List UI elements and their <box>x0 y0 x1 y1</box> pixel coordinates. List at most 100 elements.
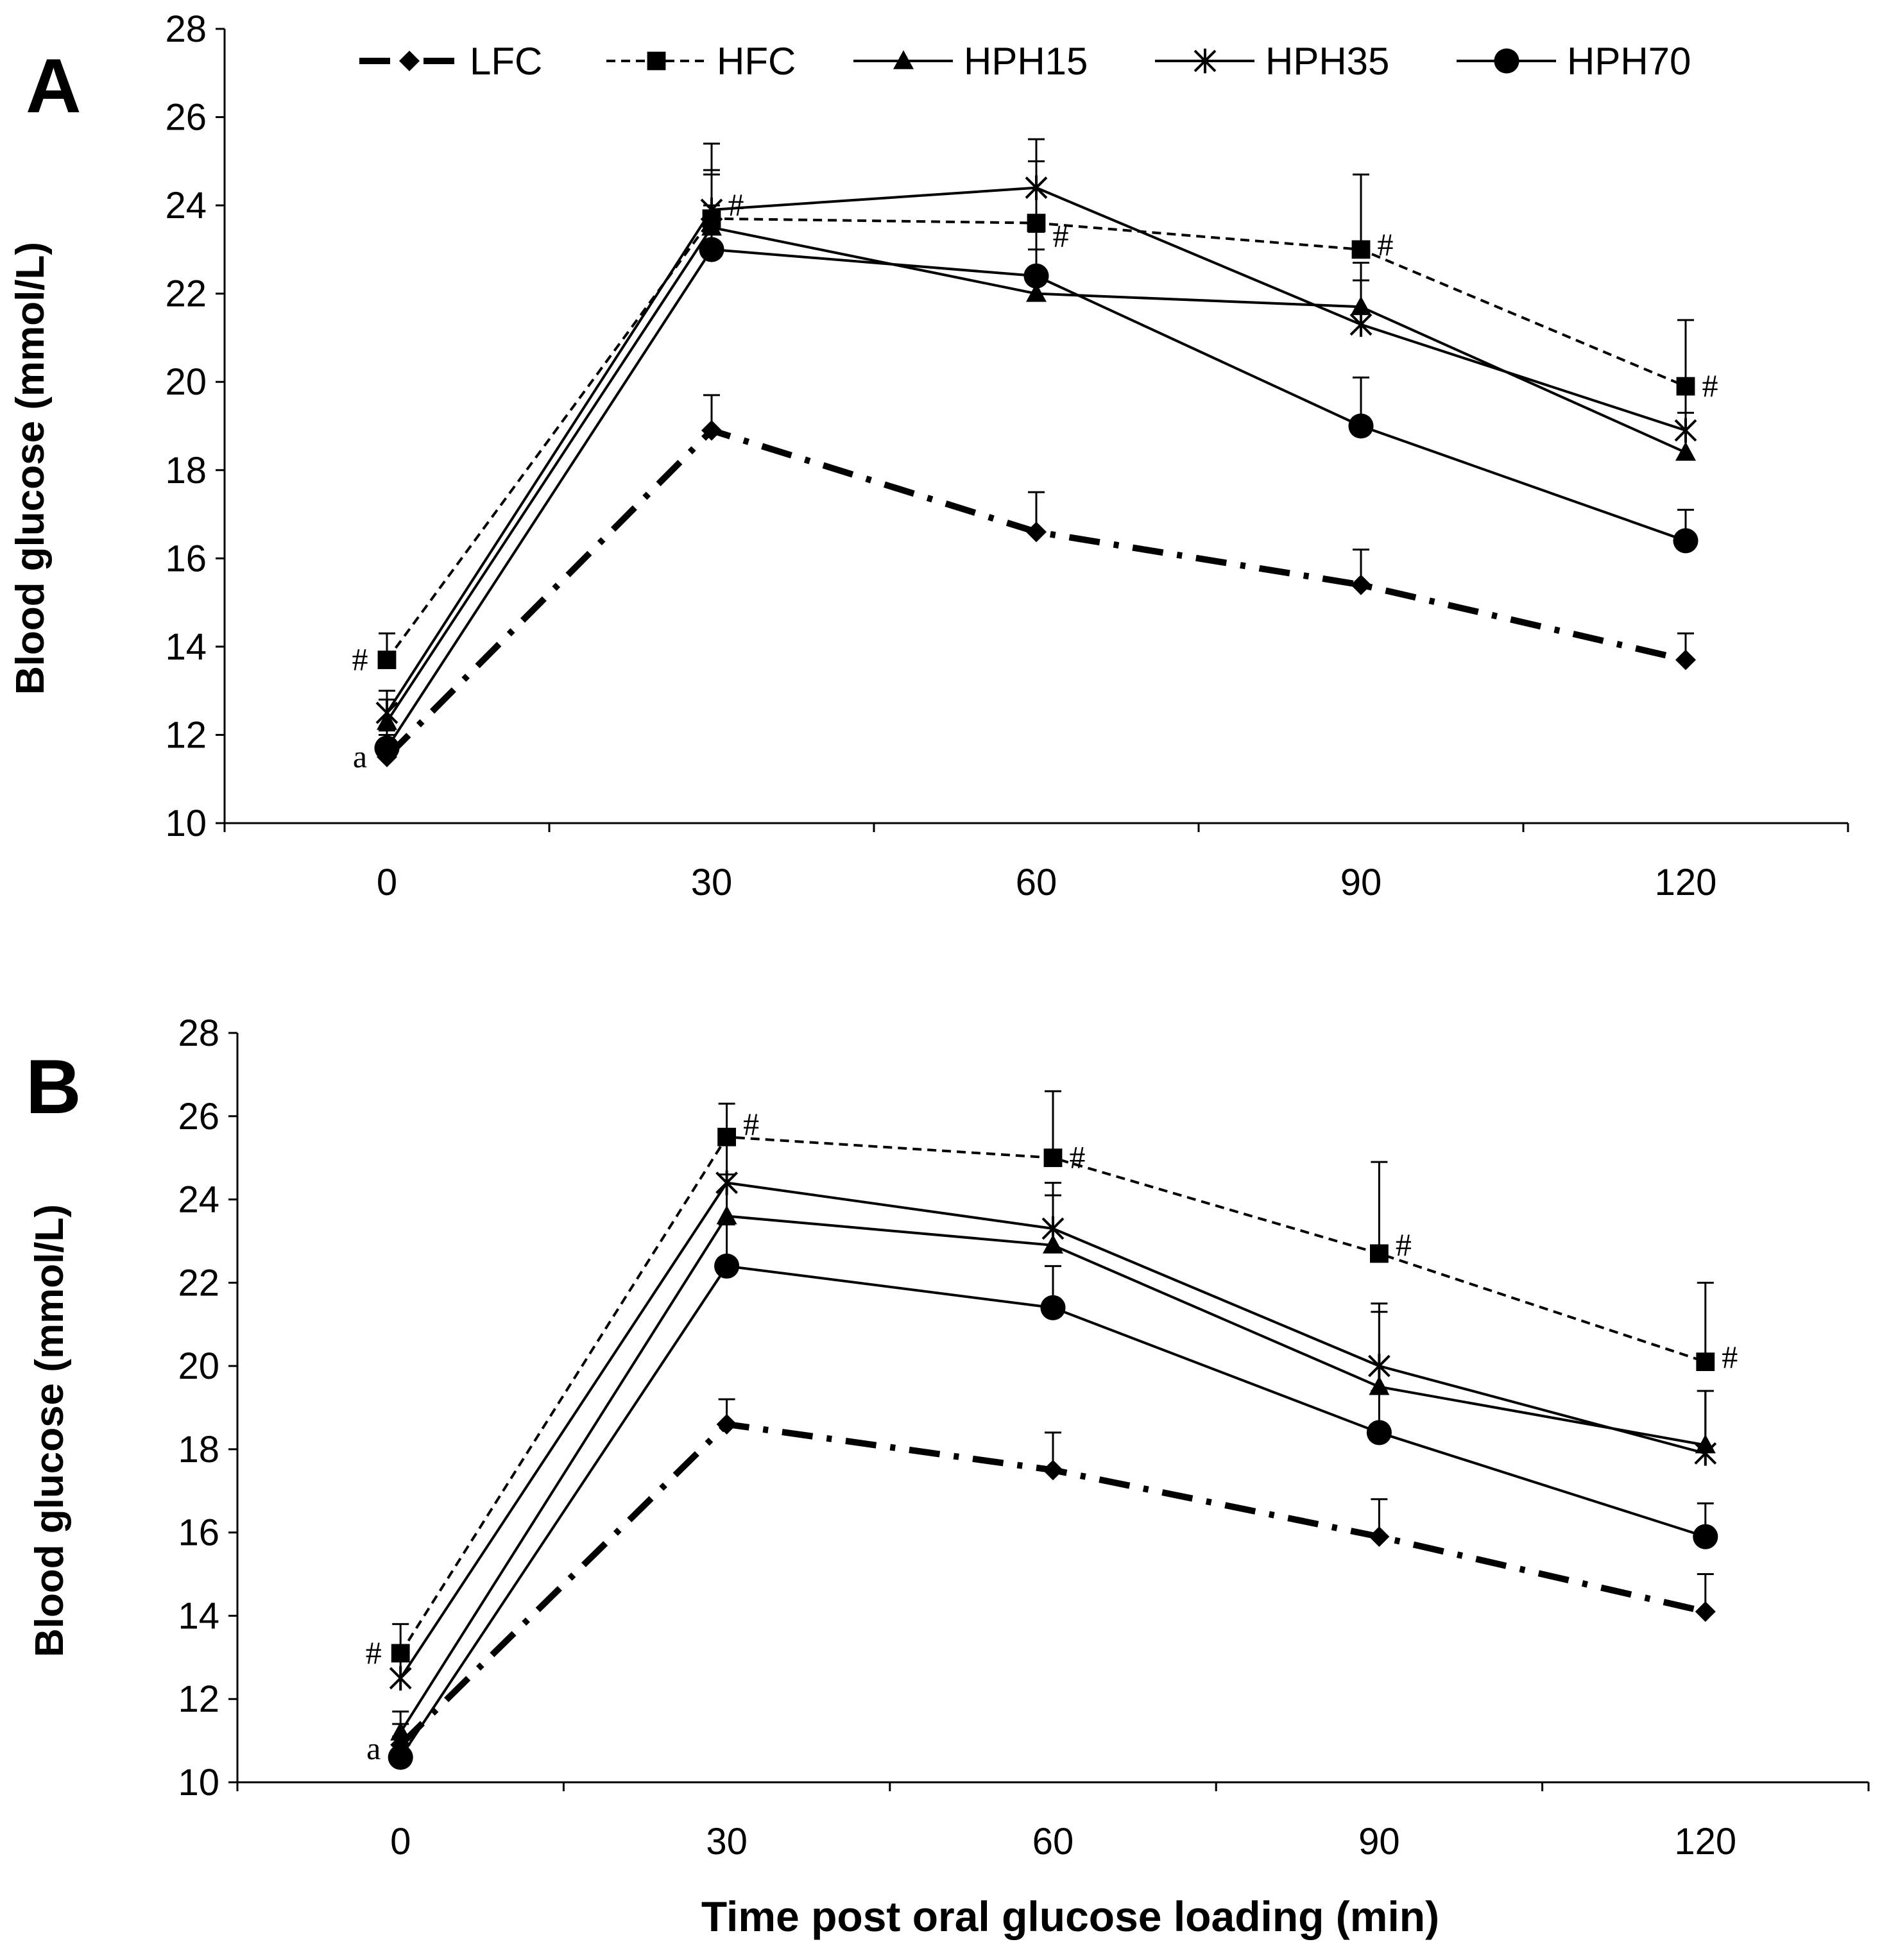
panel-a-x-tick-label: 60 <box>1016 862 1057 903</box>
panel-b-x-tick-label: 90 <box>1358 1821 1400 1862</box>
panel-a-y-tick-label: 12 <box>165 714 207 756</box>
panel-a-letter-mark: a <box>353 738 367 774</box>
panel-b-series-hph70 <box>388 1223 1718 1770</box>
panel-b-point-hph15 <box>716 1205 737 1225</box>
legend-label-hph15: HPH15 <box>964 40 1088 83</box>
panel-b-point-hfc <box>1043 1148 1063 1168</box>
panel-b-point-hfc <box>1696 1352 1715 1372</box>
panel-a-point-hfc <box>1027 214 1046 233</box>
panel-a-point-hph15 <box>1675 441 1696 461</box>
panel-b-significance-mark: # <box>1070 1139 1086 1175</box>
panel-a-point-hfc <box>1351 240 1371 259</box>
legend-entry-hfc: HFC <box>606 40 796 83</box>
legend-entry-hph15: HPH15 <box>853 40 1088 83</box>
x-axis-label: Time post oral glucose loading (min) <box>701 1893 1439 1940</box>
panel-a-y-tick-label: 24 <box>165 185 207 226</box>
panel-b-point-hph70 <box>388 1744 413 1770</box>
panel-a-significance-mark: # <box>1053 217 1069 253</box>
panel-b-line-hph35 <box>399 1181 1706 1679</box>
panel-b-x-tick-label: 60 <box>1032 1821 1074 1862</box>
panel-a-y-tick-label: 28 <box>165 8 207 50</box>
panel-b-point-lfc <box>1043 1460 1063 1481</box>
panel-b-y-tick-label: 10 <box>178 1762 219 1803</box>
legend-entry-hph35: HPH35 <box>1155 40 1389 83</box>
panel-a-y-tick-label: 16 <box>165 538 207 579</box>
panel-a-y-tick-label: 18 <box>165 450 207 491</box>
panel-a: A Blood glucose (mmol/L) LFC HFC HPH15 HPH3… <box>8 8 1849 903</box>
panel-b-significance-mark: # <box>743 1106 759 1142</box>
panel-b-y-tick-label: 24 <box>178 1179 219 1221</box>
panel-b-y-tick-label: 16 <box>178 1512 219 1554</box>
panel-b-point-hph15 <box>1043 1234 1063 1254</box>
panel-a-point-hph70 <box>1023 263 1049 289</box>
panel-b-significance-mark: # <box>366 1635 382 1671</box>
panel-a-point-hph70 <box>1673 528 1698 554</box>
panel-a-significance-mark: # <box>728 187 744 223</box>
panel-a-point-lfc <box>1351 574 1371 595</box>
panel-b: B Blood glucose (mmol/L) Time post oral … <box>26 1012 1870 1940</box>
panel-a-point-hfc <box>377 651 397 669</box>
panel-b-y-tick-label: 12 <box>178 1678 219 1720</box>
panel-a-significance-mark: # <box>1702 368 1718 404</box>
panel-a-point-hph35 <box>1349 312 1373 337</box>
legend-marker-hfc <box>647 51 666 71</box>
panel-a-series-hph70 <box>374 204 1698 761</box>
panel-a-point-hph70 <box>699 237 724 262</box>
panel-b-point-hph35 <box>1041 1216 1065 1241</box>
legend-label-hfc: HFC <box>717 40 796 83</box>
panel-a-point-lfc <box>701 420 722 441</box>
panel-a-x-tick-label: 90 <box>1340 862 1382 903</box>
panel-b-x-tick-label: 30 <box>706 1821 748 1862</box>
panel-a-point-hph35 <box>1025 175 1048 200</box>
panel-b-point-hph70 <box>1040 1295 1066 1320</box>
panel-a-x-tick-label: 0 <box>377 862 397 903</box>
panel-a-point-hph15 <box>1026 282 1047 302</box>
panel-b-x-tick-label: 120 <box>1674 1821 1736 1862</box>
panel-b-point-hph35 <box>1694 1441 1717 1466</box>
panel-b-point-hfc <box>1370 1244 1389 1263</box>
panel-b-y-tick-label: 28 <box>178 1012 219 1054</box>
panel-a-series-lfc <box>377 394 1696 767</box>
legend-entry-hph70: HPH70 <box>1457 40 1691 83</box>
panel-a-x-tick-label: 120 <box>1655 862 1717 903</box>
panel-b-y-tick-label: 22 <box>178 1262 219 1304</box>
panel-a-y-tick-label: 20 <box>165 361 207 403</box>
legend-label-lfc: LFC <box>470 40 542 83</box>
legend-label-hph35: HPH35 <box>1265 40 1389 83</box>
panel-b-point-hph70 <box>1693 1524 1718 1549</box>
panel-b-point-hph70 <box>1366 1420 1392 1445</box>
legend-marker-hph70 <box>1494 48 1519 74</box>
panel-b-x-tick-label: 0 <box>390 1821 411 1862</box>
panel-a-y-tick-label: 26 <box>165 97 207 139</box>
panel-a-point-hph35 <box>1674 418 1697 443</box>
panel-a-point-hph70 <box>374 735 400 761</box>
legend: LFC HFC HPH15 HPH35 HPH70 <box>359 40 1691 83</box>
panel-a-y-tick-label: 22 <box>165 273 207 315</box>
panel-b-point-hph35 <box>1367 1353 1390 1379</box>
panel-b-point-lfc <box>1695 1601 1716 1622</box>
legend-marker-hph35 <box>1193 48 1217 74</box>
panel-label-b: B <box>26 1044 81 1130</box>
panel-b-y-tick-label: 26 <box>178 1096 219 1138</box>
panel-b-point-hph35 <box>715 1170 739 1195</box>
legend-entry-lfc: LFC <box>359 40 542 83</box>
panel-a-significance-mark: # <box>352 642 368 677</box>
panel-a-x-tick-label: 30 <box>691 862 733 903</box>
panel-a-point-lfc <box>1675 649 1696 670</box>
panel-b-series-lfc <box>390 1398 1716 1755</box>
panel-b-series-hph35 <box>389 1136 1717 1691</box>
panel-b-line-hph70 <box>399 1265 1706 1759</box>
y-axis-label-a: Blood glucose (mmol/L) <box>8 242 53 695</box>
panel-b-letter-mark: a <box>366 1730 381 1766</box>
panel-a-y-tick-label: 14 <box>165 626 207 668</box>
panel-a-series-hph35 <box>375 138 1697 726</box>
panel-b-y-tick-label: 14 <box>178 1595 219 1637</box>
panel-b-y-tick-label: 20 <box>178 1345 219 1387</box>
panel-b-point-lfc <box>716 1413 737 1435</box>
panel-a-point-hph70 <box>1348 413 1374 439</box>
panel-a-point-lfc <box>1026 522 1047 543</box>
legend-marker-hph15 <box>893 50 914 69</box>
panel-b-point-lfc <box>1369 1526 1390 1547</box>
panel-b-significance-mark: # <box>1396 1227 1412 1263</box>
